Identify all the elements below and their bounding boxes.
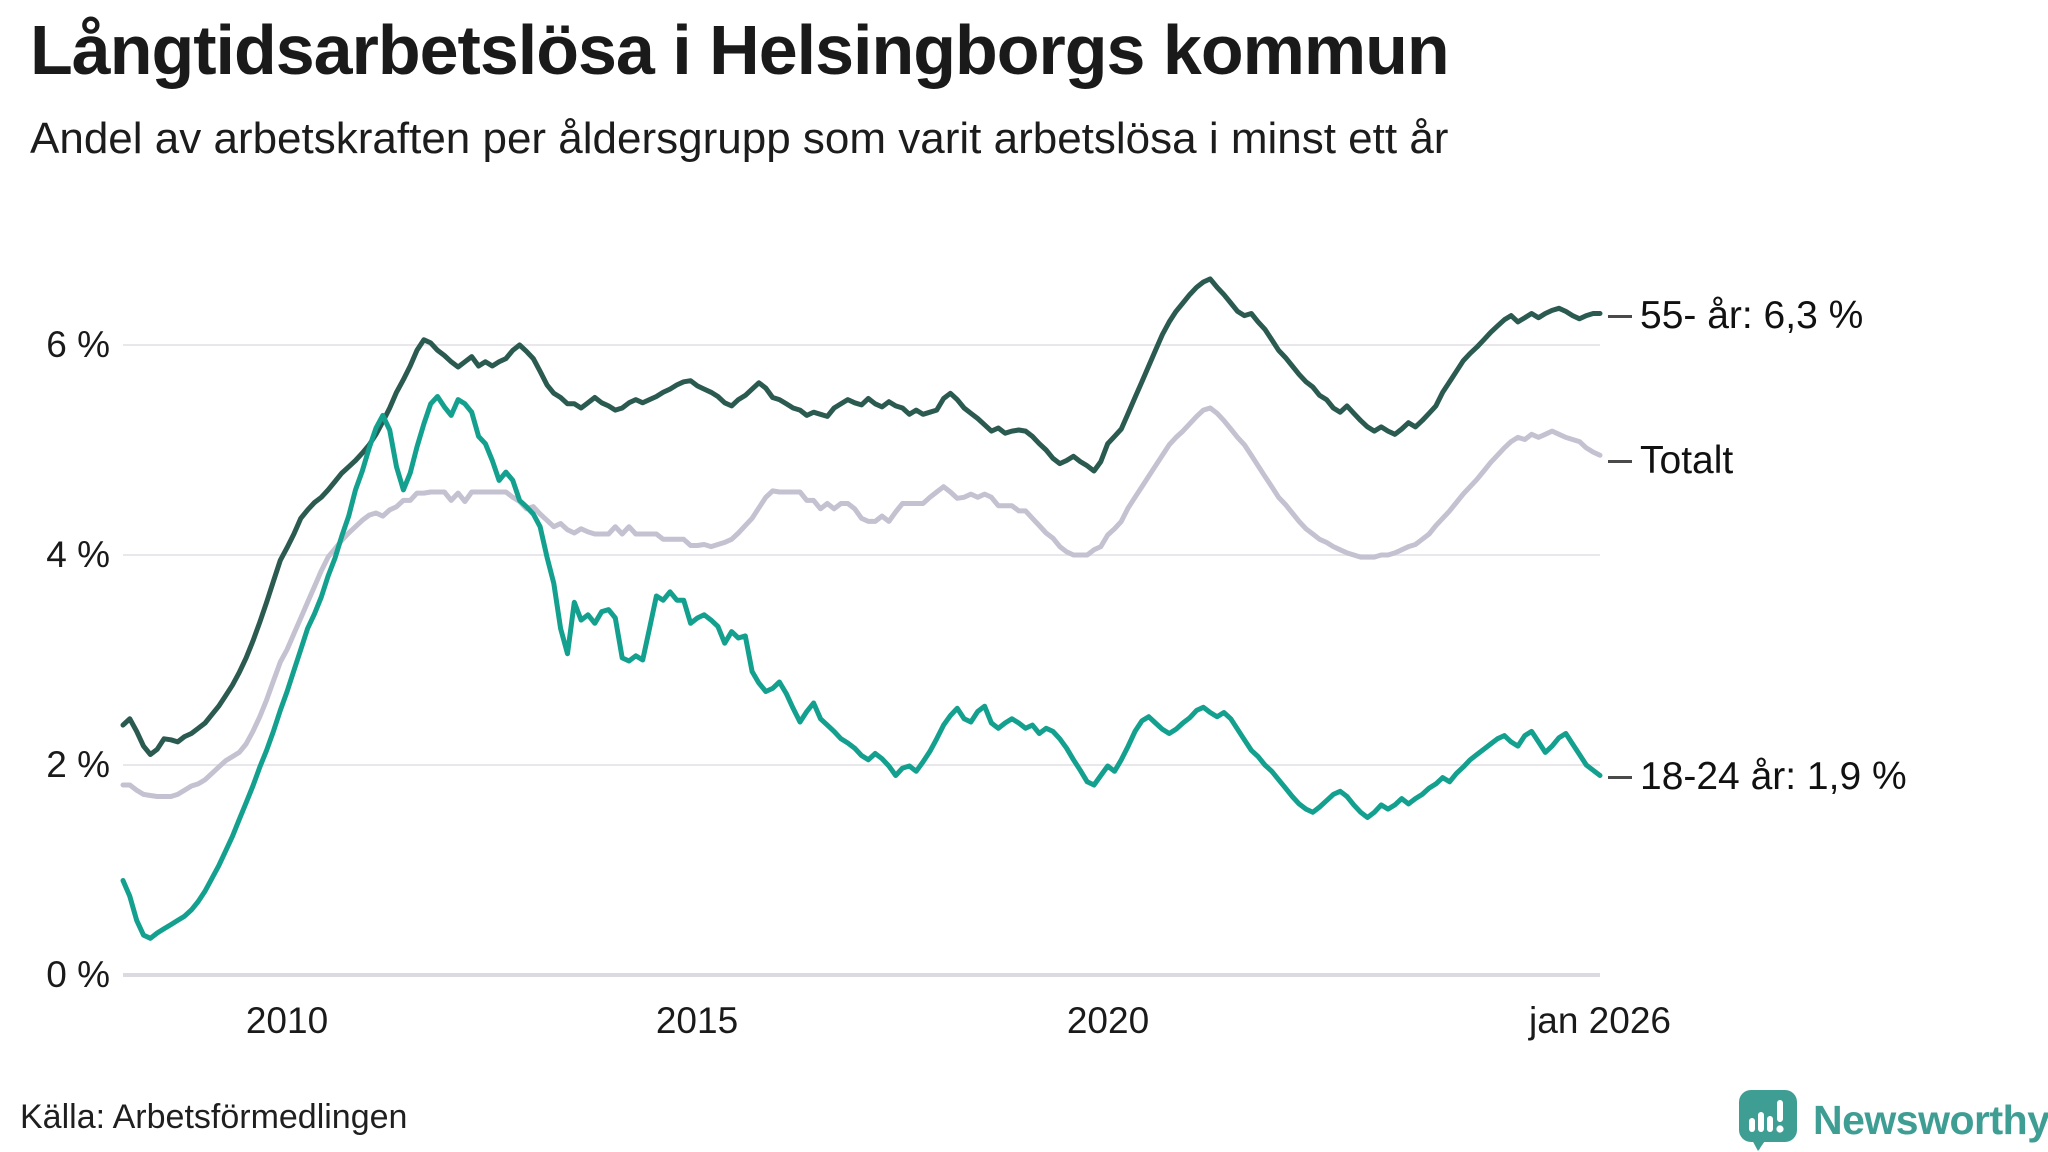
y-axis-tick-2: 2 % [46, 744, 110, 785]
x-axis-tick-2010: 2010 [245, 1000, 329, 1041]
y-axis-tick-6: 6 % [46, 324, 110, 365]
label-leader-dash [1608, 314, 1632, 318]
label-leader-dash [1608, 775, 1632, 779]
y-axis-tick-4: 4 % [46, 534, 110, 575]
bar-chart-speech-bubble-icon [1739, 1090, 1797, 1151]
x-axis-tick-2015: 2015 [655, 1000, 739, 1041]
series-label-totalt: Totalt [1608, 439, 1733, 483]
series-label-18-24-ar-text: 18-24 år: 1,9 % [1640, 755, 1907, 798]
newsworthy-logo: Newsworthy [1737, 1088, 2048, 1152]
y-axis-tick-0: 0 % [46, 954, 110, 995]
label-leader-dash [1608, 459, 1632, 463]
brand-name: Newsworthy [1813, 1096, 2048, 1143]
series-label-totalt-text: Totalt [1640, 439, 1734, 482]
page-subtitle: Andel av arbetskraften per åldersgrupp s… [30, 114, 1449, 163]
series-label-55-ar: 55- år: 6,3 % [1608, 294, 1863, 338]
x-axis-tick-2020: 2020 [1066, 1000, 1150, 1041]
series-line-2-18-24-r [120, 394, 1603, 941]
source-attribution: Källa: Arbetsförmedlingen [20, 1098, 408, 1136]
series-label-55-ar-text: 55- år: 6,3 % [1640, 294, 1864, 337]
series-line-0-totalt [120, 405, 1603, 799]
series-label-18-24-ar: 18-24 år: 1,9 % [1608, 755, 1907, 799]
page-title: Långtidsarbetslösa i Helsingborgs kommun [30, 11, 1450, 89]
x-axis-tick-jan2026: jan 2026 [1529, 1000, 1671, 1041]
